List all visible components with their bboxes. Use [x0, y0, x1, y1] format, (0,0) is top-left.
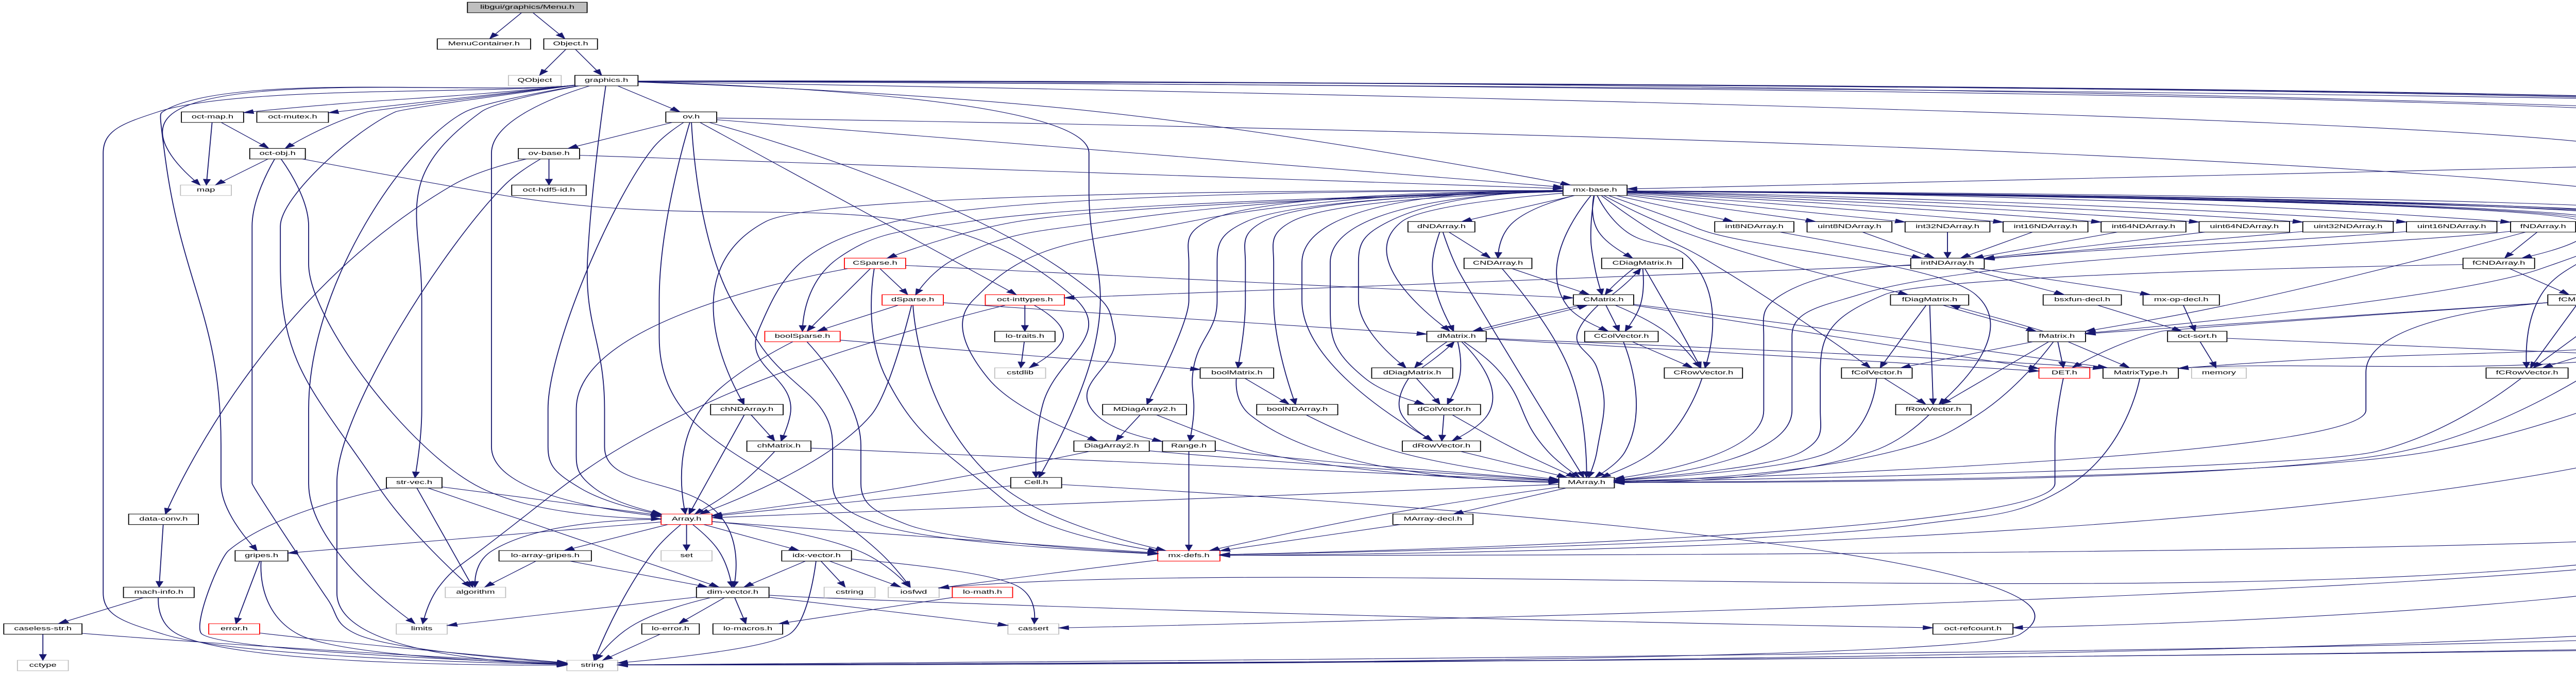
- svg-text:lo-math.h: lo-math.h: [963, 589, 1002, 595]
- svg-text:fCMatrix.h: fCMatrix.h: [2558, 297, 2576, 303]
- svg-text:Array.h: Array.h: [672, 516, 702, 522]
- svg-text:limits: limits: [411, 626, 433, 632]
- svg-text:iosfwd: iosfwd: [901, 589, 927, 595]
- svg-text:oct-inttypes.h: oct-inttypes.h: [997, 297, 1053, 303]
- svg-text:boolSparse.h: boolSparse.h: [775, 333, 831, 339]
- svg-text:MDiagArray2.h: MDiagArray2.h: [1113, 406, 1176, 412]
- svg-text:int64NDArray.h: int64NDArray.h: [2112, 223, 2176, 230]
- svg-text:oct-sort.h: oct-sort.h: [2178, 333, 2217, 339]
- svg-text:chMatrix.h: chMatrix.h: [757, 443, 801, 449]
- svg-text:lo-macros.h: lo-macros.h: [723, 626, 773, 632]
- svg-text:fNDArray.h: fNDArray.h: [2520, 223, 2566, 230]
- svg-text:map: map: [197, 187, 215, 193]
- svg-text:oct-refcount.h: oct-refcount.h: [1944, 626, 2002, 632]
- svg-text:oct-mutex.h: oct-mutex.h: [268, 114, 317, 120]
- svg-text:int32NDArray.h: int32NDArray.h: [1916, 223, 1979, 230]
- svg-text:dRowVector.h: dRowVector.h: [1412, 443, 1470, 449]
- svg-text:string: string: [581, 662, 604, 668]
- svg-text:dNDArray.h: dNDArray.h: [1417, 223, 1466, 230]
- svg-text:CColVector.h: CColVector.h: [1594, 333, 1649, 339]
- svg-text:lo-array-gripes.h: lo-array-gripes.h: [511, 553, 580, 559]
- svg-text:QObject: QObject: [518, 77, 553, 83]
- svg-text:CSparse.h: CSparse.h: [853, 260, 897, 266]
- svg-text:MArray-decl.h: MArray-decl.h: [1403, 516, 1462, 522]
- svg-text:CRowVector.h: CRowVector.h: [1673, 370, 1733, 376]
- svg-text:libgui/graphics/Menu.h: libgui/graphics/Menu.h: [480, 4, 574, 10]
- svg-text:bsxfun-decl.h: bsxfun-decl.h: [2054, 297, 2110, 303]
- svg-text:CNDArray.h: CNDArray.h: [1473, 260, 1523, 266]
- svg-text:DET.h: DET.h: [2052, 370, 2077, 376]
- svg-text:uint8NDArray.h: uint8NDArray.h: [1818, 223, 1882, 230]
- svg-text:str-vec.h: str-vec.h: [396, 479, 432, 486]
- svg-text:uint32NDArray.h: uint32NDArray.h: [2314, 223, 2383, 230]
- svg-text:boolMatrix.h: boolMatrix.h: [1211, 370, 1263, 376]
- svg-text:uint64NDArray.h: uint64NDArray.h: [2210, 223, 2279, 230]
- svg-text:cstdlib: cstdlib: [1007, 370, 1033, 376]
- svg-text:dColVector.h: dColVector.h: [1417, 406, 1471, 412]
- svg-text:CDiagMatrix.h: CDiagMatrix.h: [1612, 260, 1672, 266]
- svg-text:fColVector.h: fColVector.h: [1852, 370, 1903, 376]
- svg-text:fMatrix.h: fMatrix.h: [2039, 333, 2075, 339]
- svg-text:chNDArray.h: chNDArray.h: [720, 406, 773, 412]
- svg-text:algorithm: algorithm: [456, 589, 495, 595]
- svg-text:fRowVector.h: fRowVector.h: [1906, 406, 1961, 412]
- svg-text:cassert: cassert: [1018, 626, 1049, 632]
- svg-text:dim-vector.h: dim-vector.h: [707, 589, 758, 595]
- svg-text:uint16NDArray.h: uint16NDArray.h: [2417, 223, 2486, 230]
- svg-text:CMatrix.h: CMatrix.h: [1583, 297, 1623, 303]
- svg-text:MArray.h: MArray.h: [1568, 479, 1605, 486]
- svg-text:MatrixType.h: MatrixType.h: [2114, 370, 2168, 376]
- svg-text:fCRowVector.h: fCRowVector.h: [2496, 370, 2558, 376]
- svg-text:mx-op-decl.h: mx-op-decl.h: [2154, 297, 2209, 303]
- svg-text:idx-vector.h: idx-vector.h: [792, 553, 841, 559]
- svg-text:cstring: cstring: [836, 589, 863, 595]
- svg-text:error.h: error.h: [221, 626, 248, 632]
- svg-text:gripes.h: gripes.h: [245, 553, 278, 559]
- svg-text:Cell.h: Cell.h: [1024, 479, 1048, 486]
- svg-text:int16NDArray.h: int16NDArray.h: [2013, 223, 2077, 230]
- svg-text:fCNDArray.h: fCNDArray.h: [2472, 260, 2525, 266]
- svg-text:graphics.h: graphics.h: [585, 77, 628, 83]
- svg-text:DiagArray2.h: DiagArray2.h: [1084, 443, 1139, 449]
- svg-text:mx-base.h: mx-base.h: [1573, 187, 1617, 193]
- svg-text:memory: memory: [2202, 370, 2236, 376]
- svg-text:Range.h: Range.h: [1171, 443, 1207, 449]
- svg-text:dMatrix.h: dMatrix.h: [1437, 333, 1476, 339]
- svg-text:mach-info.h: mach-info.h: [134, 589, 183, 595]
- svg-text:dSparse.h: dSparse.h: [891, 297, 934, 303]
- svg-text:mx-defs.h: mx-defs.h: [1168, 553, 1209, 559]
- svg-text:oct-hdf5-id.h: oct-hdf5-id.h: [523, 187, 575, 193]
- svg-text:oct-map.h: oct-map.h: [192, 114, 233, 120]
- svg-text:boolNDArray.h: boolNDArray.h: [1267, 406, 1328, 412]
- svg-text:fDiagMatrix.h: fDiagMatrix.h: [1902, 297, 1957, 303]
- svg-text:cctype: cctype: [29, 662, 57, 668]
- svg-text:dDiagMatrix.h: dDiagMatrix.h: [1383, 370, 1442, 376]
- svg-text:Object.h: Object.h: [553, 41, 588, 47]
- svg-text:ov-base.h: ov-base.h: [528, 150, 569, 157]
- svg-text:lo-traits.h: lo-traits.h: [1006, 333, 1044, 339]
- svg-text:ov.h: ov.h: [683, 114, 700, 120]
- svg-text:int8NDArray.h: int8NDArray.h: [1725, 223, 1783, 230]
- svg-text:intNDArray.h: intNDArray.h: [1921, 260, 1974, 266]
- svg-text:caseless-str.h: caseless-str.h: [14, 626, 72, 632]
- svg-text:lo-error.h: lo-error.h: [652, 626, 689, 632]
- svg-text:set: set: [680, 553, 693, 559]
- svg-text:data-conv.h: data-conv.h: [139, 516, 188, 522]
- svg-text:oct-obj.h: oct-obj.h: [260, 150, 296, 157]
- svg-text:MenuContainer.h: MenuContainer.h: [448, 41, 520, 47]
